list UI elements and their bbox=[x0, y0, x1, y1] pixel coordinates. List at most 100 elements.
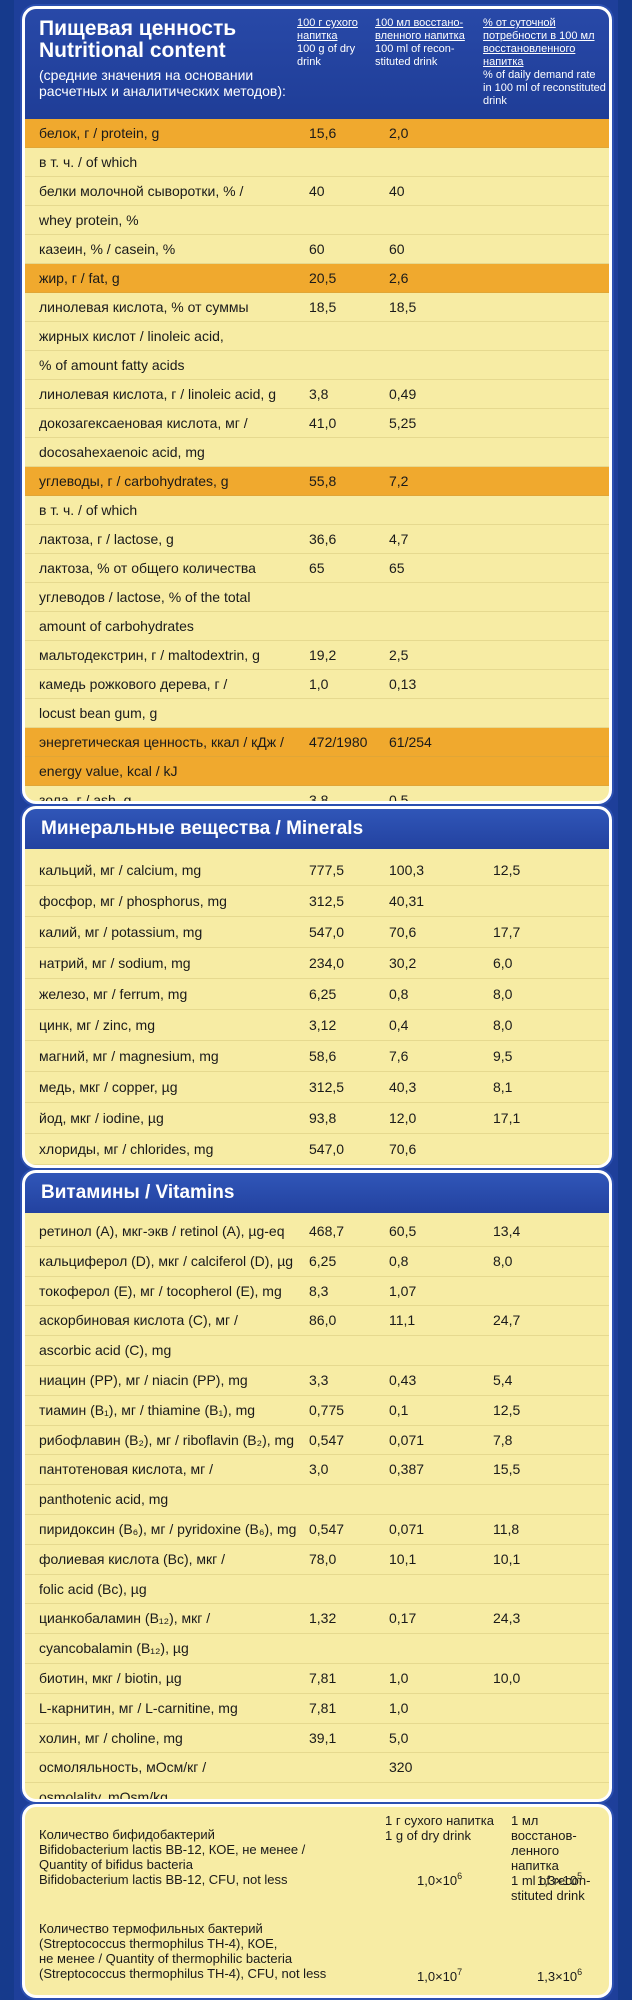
thermo-value-recon-exp: 6 bbox=[577, 1967, 583, 1977]
row-value-1: 3,0 bbox=[309, 1461, 329, 1478]
column-header-dry: 100 г сухого напитка 100 g of dry drink bbox=[297, 17, 367, 69]
row-value-2: 2,5 bbox=[389, 647, 409, 663]
row-value-2: 5,25 bbox=[389, 415, 417, 431]
table-row: осмоляльность, мОсм/кг / 320 bbox=[25, 1753, 609, 1784]
row-value-1: 3,8 bbox=[309, 386, 329, 402]
column-header-daily: % от суточной потребности в 100 мл восст… bbox=[483, 17, 607, 108]
row-label: locust bean gum, g bbox=[39, 705, 158, 721]
row-value-1: 6,25 bbox=[309, 1252, 337, 1269]
table-row: линолевая кислота, % от суммы 18,5 18,5 bbox=[25, 293, 609, 322]
row-value-1: 1,32 bbox=[309, 1610, 337, 1627]
row-label: cyancobalamin (B₁₂), µg bbox=[39, 1640, 189, 1657]
table-row: locust bean gum, g bbox=[25, 699, 609, 728]
vitamins-panel: Витамины / Vitamins ретинол (А), мкг-экв… bbox=[22, 1170, 612, 1802]
row-value-1: 18,5 bbox=[309, 299, 337, 315]
row-value-1: 547,0 bbox=[309, 1141, 345, 1157]
table-row: углеводы, г / carbohydrates, g 55,8 7,2 bbox=[25, 467, 609, 496]
row-value-1: 3,12 bbox=[309, 1017, 337, 1033]
row-value-1: 312,5 bbox=[309, 1079, 345, 1095]
table-row: докозагексаеновая кислота, мг / 41,0 5,25 bbox=[25, 409, 609, 438]
row-label: энергетическая ценность, ккал / кДж / bbox=[39, 734, 284, 750]
row-value-1: 547,0 bbox=[309, 924, 345, 940]
table-row: кальций, мг / calcium, mg 777,5 100,3 12,5 bbox=[25, 855, 609, 886]
row-label: углеводов / lactose, % of the total bbox=[39, 589, 251, 605]
row-value-2: 0,071 bbox=[389, 1431, 425, 1448]
row-value-2: 30,2 bbox=[389, 955, 417, 971]
row-value-2: 0,5 bbox=[389, 792, 409, 804]
table-row: рибофлавин (B₂), мг / riboflavin (B₂), m… bbox=[25, 1426, 609, 1456]
table-row: белки молочной сыворотки, % / 40 40 bbox=[25, 177, 609, 206]
row-value-3: 7,8 bbox=[493, 1431, 513, 1448]
row-value-3: 24,3 bbox=[493, 1610, 521, 1627]
row-value-2: 18,5 bbox=[389, 299, 417, 315]
table-row: docosahexaenoic acid, mg bbox=[25, 438, 609, 467]
thermo-line-2: (Streptococcus thermophilus TH-4), КОЕ, bbox=[39, 1936, 278, 1951]
row-value-2: 7,2 bbox=[389, 473, 409, 489]
table-row: osmolality, mOsm/kg bbox=[25, 1783, 609, 1799]
bacteria-col1-header: 1 г сухого напитка 1 g of dry drink bbox=[385, 1813, 505, 1843]
row-label: фолиевая кислота (Bc), мкг / bbox=[39, 1550, 226, 1567]
row-label: panthotenic acid, mg bbox=[39, 1491, 169, 1508]
table-row: натрий, мг / sodium, mg 234,0 30,2 6,0 bbox=[25, 948, 609, 979]
column-header-dry-en: 100 g of dry drink bbox=[297, 43, 356, 68]
row-label: белок, г / protein, g bbox=[39, 125, 160, 141]
row-value-2: 0,4 bbox=[389, 1017, 409, 1033]
bacteria-col2-line2: ленного напитка bbox=[511, 1843, 560, 1873]
row-value-3: 8,0 bbox=[493, 1252, 513, 1269]
row-label: цинк, мг / zinc, mg bbox=[39, 1017, 155, 1033]
table-row: panthotenic acid, mg bbox=[25, 1485, 609, 1515]
row-value-2: 0,071 bbox=[389, 1520, 425, 1537]
table-row: лактоза, % от общего количества 65 65 bbox=[25, 554, 609, 583]
row-label: жир, г / fat, g bbox=[39, 270, 120, 286]
thermo-value-dry: 1,0×107 bbox=[417, 1967, 462, 1986]
row-label: калий, мг / potassium, mg bbox=[39, 924, 203, 940]
row-value-1: 6,25 bbox=[309, 986, 337, 1002]
row-label: медь, мкг / copper, µg bbox=[39, 1079, 178, 1095]
row-value-2: 60,5 bbox=[389, 1223, 417, 1239]
bifido-value-recon: 1,3×105 bbox=[537, 1871, 582, 1890]
row-value-3: 17,7 bbox=[493, 924, 521, 940]
thermo-line-1: Количество термофильных бактерий bbox=[39, 1921, 263, 1936]
row-value-3: 15,5 bbox=[493, 1461, 521, 1478]
row-label: камедь рожкового дерева, г / bbox=[39, 676, 228, 692]
row-label: docosahexaenoic acid, mg bbox=[39, 444, 205, 460]
row-label: железо, мг / ferrum, mg bbox=[39, 986, 188, 1002]
bacteria-col2-header: 1 мл восстанов- ленного напитка 1 ml of … bbox=[511, 1813, 607, 1903]
table-row: хлориды, мг / chlorides, mg 547,0 70,6 bbox=[25, 1134, 609, 1165]
table-row: ниацин (PP), мг / niacin (PP), mg 3,3 0,43… bbox=[25, 1366, 609, 1396]
row-label: рибофлавин (B₂), мг / riboflavin (B₂), m… bbox=[39, 1431, 294, 1448]
nutrition-title-en: Nutritional content bbox=[39, 39, 226, 62]
table-row: жирных кислот / linoleic acid, bbox=[25, 322, 609, 351]
row-value-2: 100,3 bbox=[389, 862, 425, 878]
row-label: folic acid (Bc), µg bbox=[39, 1580, 147, 1597]
nutrition-panel: Пищевая ценность Nutritional content (ср… bbox=[22, 6, 612, 804]
row-label: whey protein, % bbox=[39, 212, 139, 228]
row-value-2: 2,6 bbox=[389, 270, 409, 286]
table-row: казеин, % / casein, % 60 60 bbox=[25, 235, 609, 264]
row-value-1: 36,6 bbox=[309, 531, 337, 547]
row-value-2: 2,0 bbox=[389, 125, 409, 141]
row-label: цианкобаламин (B₁₂), мкг / bbox=[39, 1610, 211, 1627]
row-value-2: 0,43 bbox=[389, 1371, 417, 1388]
row-label: тиамин (B₁), мг / thiamine (B₁), mg bbox=[39, 1401, 256, 1418]
row-value-2: 0,8 bbox=[389, 986, 409, 1002]
row-value-3: 12,5 bbox=[493, 1401, 521, 1418]
thermo-line-4: (Streptococcus thermophilus TH-4), CFU, … bbox=[39, 1966, 327, 1981]
row-label: в т. ч. / of which bbox=[39, 154, 138, 170]
row-value-3: 17,1 bbox=[493, 1110, 521, 1126]
row-label: ниацин (PP), мг / niacin (PP), mg bbox=[39, 1371, 248, 1388]
column-header-daily-ru: % от суточной потребности в 100 мл восст… bbox=[483, 17, 595, 68]
bifido-value-recon-base: 1,3×10 bbox=[537, 1873, 578, 1888]
table-row: лактоза, г / lactose, g 36,6 4,7 bbox=[25, 525, 609, 554]
row-label: биотин, мкг / biotin, µg bbox=[39, 1669, 182, 1686]
table-row: линолевая кислота, г / linoleic acid, g 3… bbox=[25, 380, 609, 409]
row-label: кальциферол (D), мкг / calciferol (D), µ… bbox=[39, 1252, 294, 1269]
table-row: пиридоксин (B₆), мг / pyridoxine (B₆), m… bbox=[25, 1515, 609, 1545]
row-label: ретинол (А), мкг-экв / retinol (A), µg-e… bbox=[39, 1223, 285, 1239]
row-value-3: 6,0 bbox=[493, 955, 513, 971]
row-label: йод, мкг / iodine, µg bbox=[39, 1110, 164, 1126]
table-row: железо, мг / ferrum, mg 6,25 0,8 8,0 bbox=[25, 979, 609, 1010]
row-label: мальтодекстрин, г / maltodextrin, g bbox=[39, 647, 260, 663]
bifido-value-dry: 1,0×106 bbox=[417, 1871, 462, 1890]
row-value-1: 1,0 bbox=[309, 676, 329, 692]
